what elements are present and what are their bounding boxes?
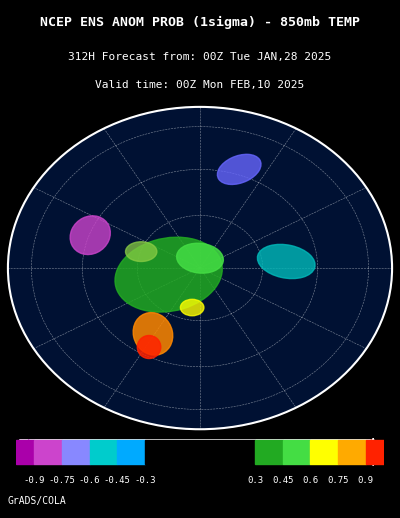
Ellipse shape xyxy=(70,216,110,254)
Bar xyxy=(338,440,366,464)
Text: -0.6: -0.6 xyxy=(79,476,100,485)
Bar xyxy=(283,440,310,464)
Bar xyxy=(366,440,384,464)
FancyArrow shape xyxy=(18,440,29,464)
Bar xyxy=(34,440,62,464)
Text: Valid time: 00Z Mon FEB,10 2025: Valid time: 00Z Mon FEB,10 2025 xyxy=(95,80,305,90)
Text: NCEP ENS ANOM PROB (1sigma) - 850mb TEMP: NCEP ENS ANOM PROB (1sigma) - 850mb TEMP xyxy=(40,16,360,30)
FancyArrow shape xyxy=(371,440,382,464)
Text: 312H Forecast from: 00Z Tue JAN,28 2025: 312H Forecast from: 00Z Tue JAN,28 2025 xyxy=(68,52,332,62)
Bar xyxy=(255,440,283,464)
Bar xyxy=(117,440,145,464)
Ellipse shape xyxy=(180,299,204,316)
Text: 0.75: 0.75 xyxy=(327,476,349,485)
Text: GrADS/COLA: GrADS/COLA xyxy=(8,496,67,506)
Text: -0.3: -0.3 xyxy=(134,476,156,485)
Bar xyxy=(310,440,338,464)
Text: -0.75: -0.75 xyxy=(48,476,76,485)
Bar xyxy=(90,440,117,464)
Text: 0.45: 0.45 xyxy=(272,476,294,485)
Text: -0.45: -0.45 xyxy=(104,476,131,485)
Bar xyxy=(62,440,90,464)
Ellipse shape xyxy=(257,244,315,279)
FancyArrow shape xyxy=(20,438,380,466)
Ellipse shape xyxy=(126,242,157,262)
Text: 0.3: 0.3 xyxy=(247,476,263,485)
Text: -0.9: -0.9 xyxy=(24,476,45,485)
Text: 0.9: 0.9 xyxy=(358,476,374,485)
Circle shape xyxy=(8,107,392,429)
Bar xyxy=(145,440,255,464)
Ellipse shape xyxy=(115,237,222,312)
Ellipse shape xyxy=(177,243,223,273)
Ellipse shape xyxy=(137,336,161,358)
Ellipse shape xyxy=(217,154,261,184)
Bar xyxy=(16,440,34,464)
Ellipse shape xyxy=(133,312,173,355)
Text: 0.6: 0.6 xyxy=(302,476,318,485)
